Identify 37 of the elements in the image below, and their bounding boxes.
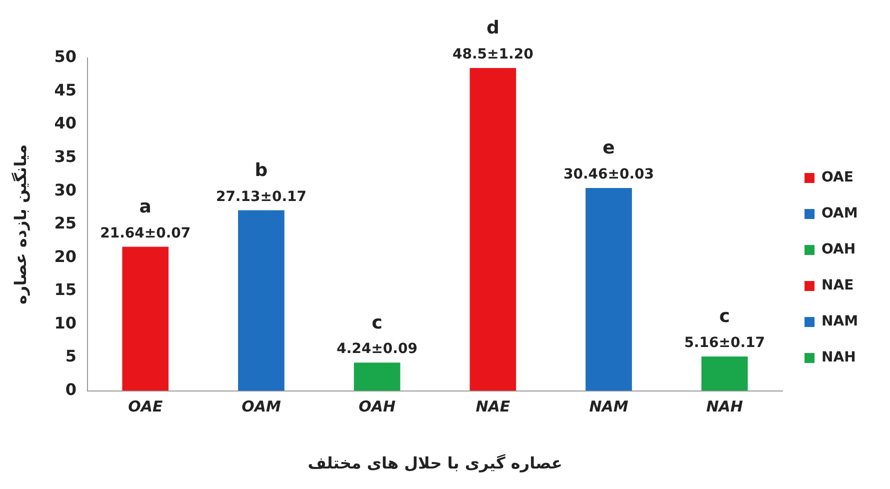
legend-label: NAE (822, 278, 854, 294)
y-tick-label: 5 (65, 346, 76, 366)
x-tick-label: OAH (358, 398, 396, 416)
y-tick-label: 15 (54, 280, 76, 300)
y-tick-label: 20 (54, 246, 76, 266)
y-tick-label: 45 (54, 80, 76, 100)
legend-label: NAM (822, 314, 858, 330)
y-tick-label: 50 (54, 47, 76, 66)
x-axis-title: عصاره گیری با حلال های مختلف (308, 454, 562, 473)
data-label: 48.5±1.20 (452, 46, 534, 63)
x-tick-label: NAM (589, 398, 628, 416)
annotation: a (139, 196, 152, 218)
x-tick-label: OAE (128, 398, 164, 416)
data-label: 30.46±0.03 (563, 166, 654, 183)
data-label: 27.13±0.17 (216, 188, 307, 205)
annotation: b (254, 160, 268, 181)
y-tick-label: 25 (54, 214, 76, 233)
legend-label: OAE (822, 170, 854, 186)
legend-label: NAH (822, 350, 856, 366)
x-tick-label: OAM (242, 398, 281, 416)
data-label: 5.16±0.17 (684, 335, 766, 352)
data-label: 21.64±0.07 (100, 225, 191, 242)
y-tick-label: 35 (54, 146, 76, 166)
y-tick-label: 30 (54, 180, 76, 200)
y-tick-label: 10 (54, 313, 76, 332)
annotation: d (486, 18, 500, 39)
annotation: c (719, 306, 730, 328)
y-tick-label: 0 (65, 380, 76, 399)
annotation: c (372, 312, 382, 334)
y-tick-label: 40 (54, 114, 76, 133)
y-axis-title: میانگین بازده عصاره (10, 144, 30, 304)
x-tick-label: NAE (476, 398, 511, 416)
x-tick-label: NAH (706, 398, 744, 416)
legend-label: OAH (822, 242, 856, 258)
data-label: 4.24±0.09 (336, 341, 418, 358)
legend-label: OAM (822, 206, 858, 222)
annotation: e (602, 138, 615, 159)
